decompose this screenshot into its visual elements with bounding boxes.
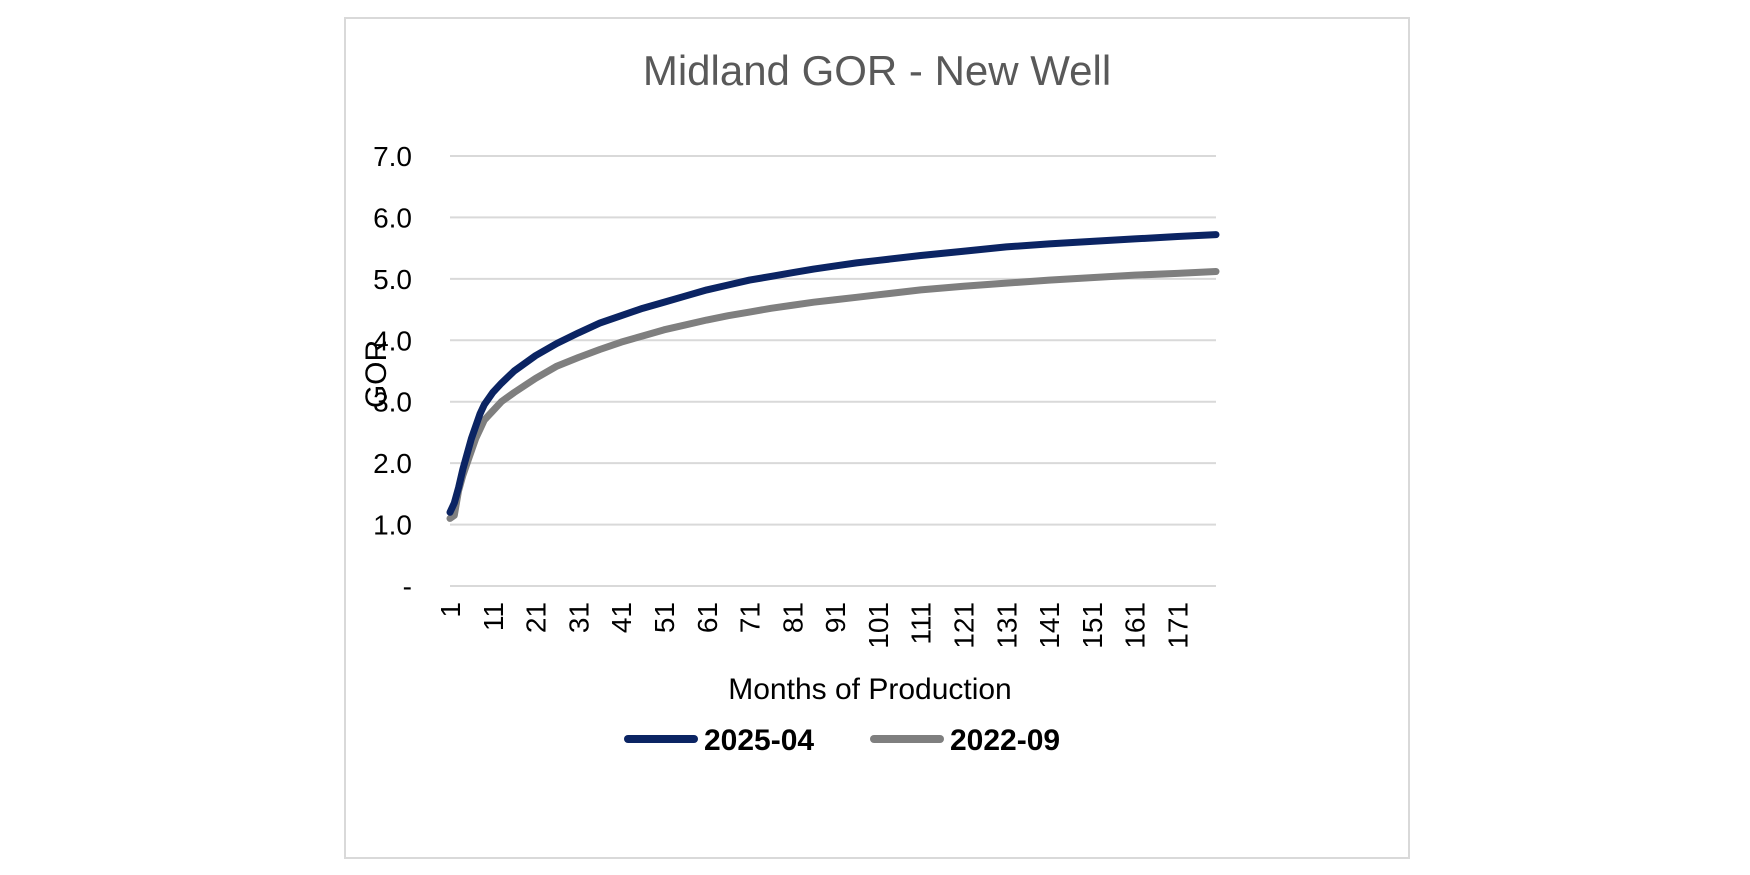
series-line-2025-04	[446, 231, 1220, 516]
y-tick-label: 1.0	[373, 510, 412, 541]
x-axis-title: Months of Production	[728, 673, 1012, 706]
x-tick-label: 21	[521, 602, 552, 633]
y-tick-label: 3.0	[373, 387, 412, 418]
x-tick-label: 151	[1077, 602, 1108, 649]
legend: 2025-04 2022-09	[624, 724, 1060, 757]
y-axis-title: GOR	[360, 340, 393, 408]
x-tick-label: 131	[991, 602, 1022, 649]
y-axis-ticks: - 1.0 2.0 3.0 4.0 5.0 6.0 7.0	[373, 141, 412, 602]
y-tick-label: -	[403, 571, 412, 602]
x-tick-label: 91	[820, 602, 851, 633]
legend-label: 2022-09	[950, 724, 1060, 757]
x-tick-label: 31	[563, 602, 594, 633]
chart-svg: Midland GOR - New Well - 1.0 2.0 3.0 4.0 5.0 6…	[360, 47, 1220, 757]
x-tick-label: 11	[478, 602, 509, 631]
x-tick-label: 51	[649, 602, 680, 633]
x-tick-label: 171	[1162, 602, 1193, 649]
chart-area: Midland GOR - New Well - 1.0 2.0 3.0 4.0 5.0 6…	[344, 17, 1410, 859]
y-tick-label: 7.0	[373, 141, 412, 172]
x-tick-label: 111	[906, 602, 937, 645]
series-line-2022-09	[446, 267, 1220, 522]
x-axis-ticks: 1 11 21 31 41 51 61 71 81 91 101 111 121 131 141 151 161…	[435, 602, 1193, 649]
x-tick-label: 71	[735, 602, 766, 633]
y-tick-label: 4.0	[373, 325, 412, 356]
gridlines	[450, 155, 1216, 587]
x-tick-label: 101	[863, 602, 894, 649]
x-tick-label: 81	[777, 602, 808, 633]
y-tick-label: 2.0	[373, 448, 412, 479]
x-tick-label: 61	[692, 602, 723, 633]
chart-title: Midland GOR - New Well	[643, 47, 1111, 94]
x-tick-label: 141	[1034, 602, 1065, 649]
x-tick-label: 1	[435, 602, 466, 618]
legend-label: 2025-04	[704, 724, 814, 757]
x-tick-label: 41	[606, 602, 637, 633]
y-tick-label: 5.0	[373, 264, 412, 295]
y-tick-label: 6.0	[373, 202, 412, 233]
series-lines	[446, 231, 1220, 522]
x-tick-label: 121	[949, 602, 980, 649]
x-tick-label: 161	[1120, 602, 1151, 649]
